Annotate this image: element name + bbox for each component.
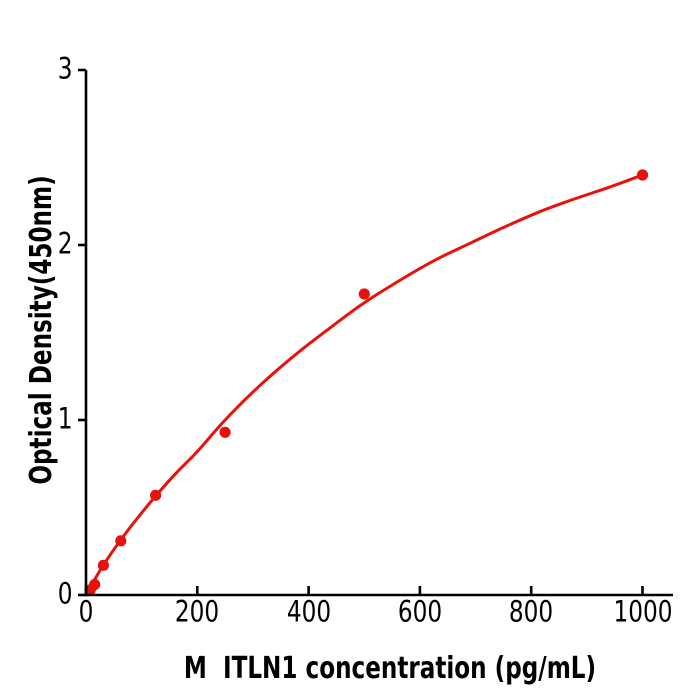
data-point	[358, 288, 370, 300]
x-tick-label: 200	[175, 594, 220, 629]
data-point	[115, 535, 127, 547]
y-axis-label: Optical Density(450nm)	[24, 175, 59, 485]
data-point	[89, 578, 101, 591]
y-tick-label: 1	[57, 401, 72, 436]
x-tick-label: 0	[78, 594, 94, 629]
x-tick-label: 1000	[612, 594, 673, 629]
y-tick-label: 2	[57, 226, 72, 261]
y-tick-label: 0	[57, 576, 72, 611]
data-point	[636, 169, 649, 181]
data-point	[219, 426, 231, 438]
x-tick-label: 600	[397, 594, 443, 629]
y-tick-label: 3	[57, 51, 72, 86]
data-point	[150, 489, 162, 501]
fit-curve-line	[84, 173, 644, 596]
x-tick-label: 400	[286, 594, 331, 629]
x-tick-label: 800	[509, 594, 554, 629]
x-axis-label: M ITLN1 concentration (pg/mL)	[183, 651, 597, 686]
data-point	[97, 559, 109, 571]
